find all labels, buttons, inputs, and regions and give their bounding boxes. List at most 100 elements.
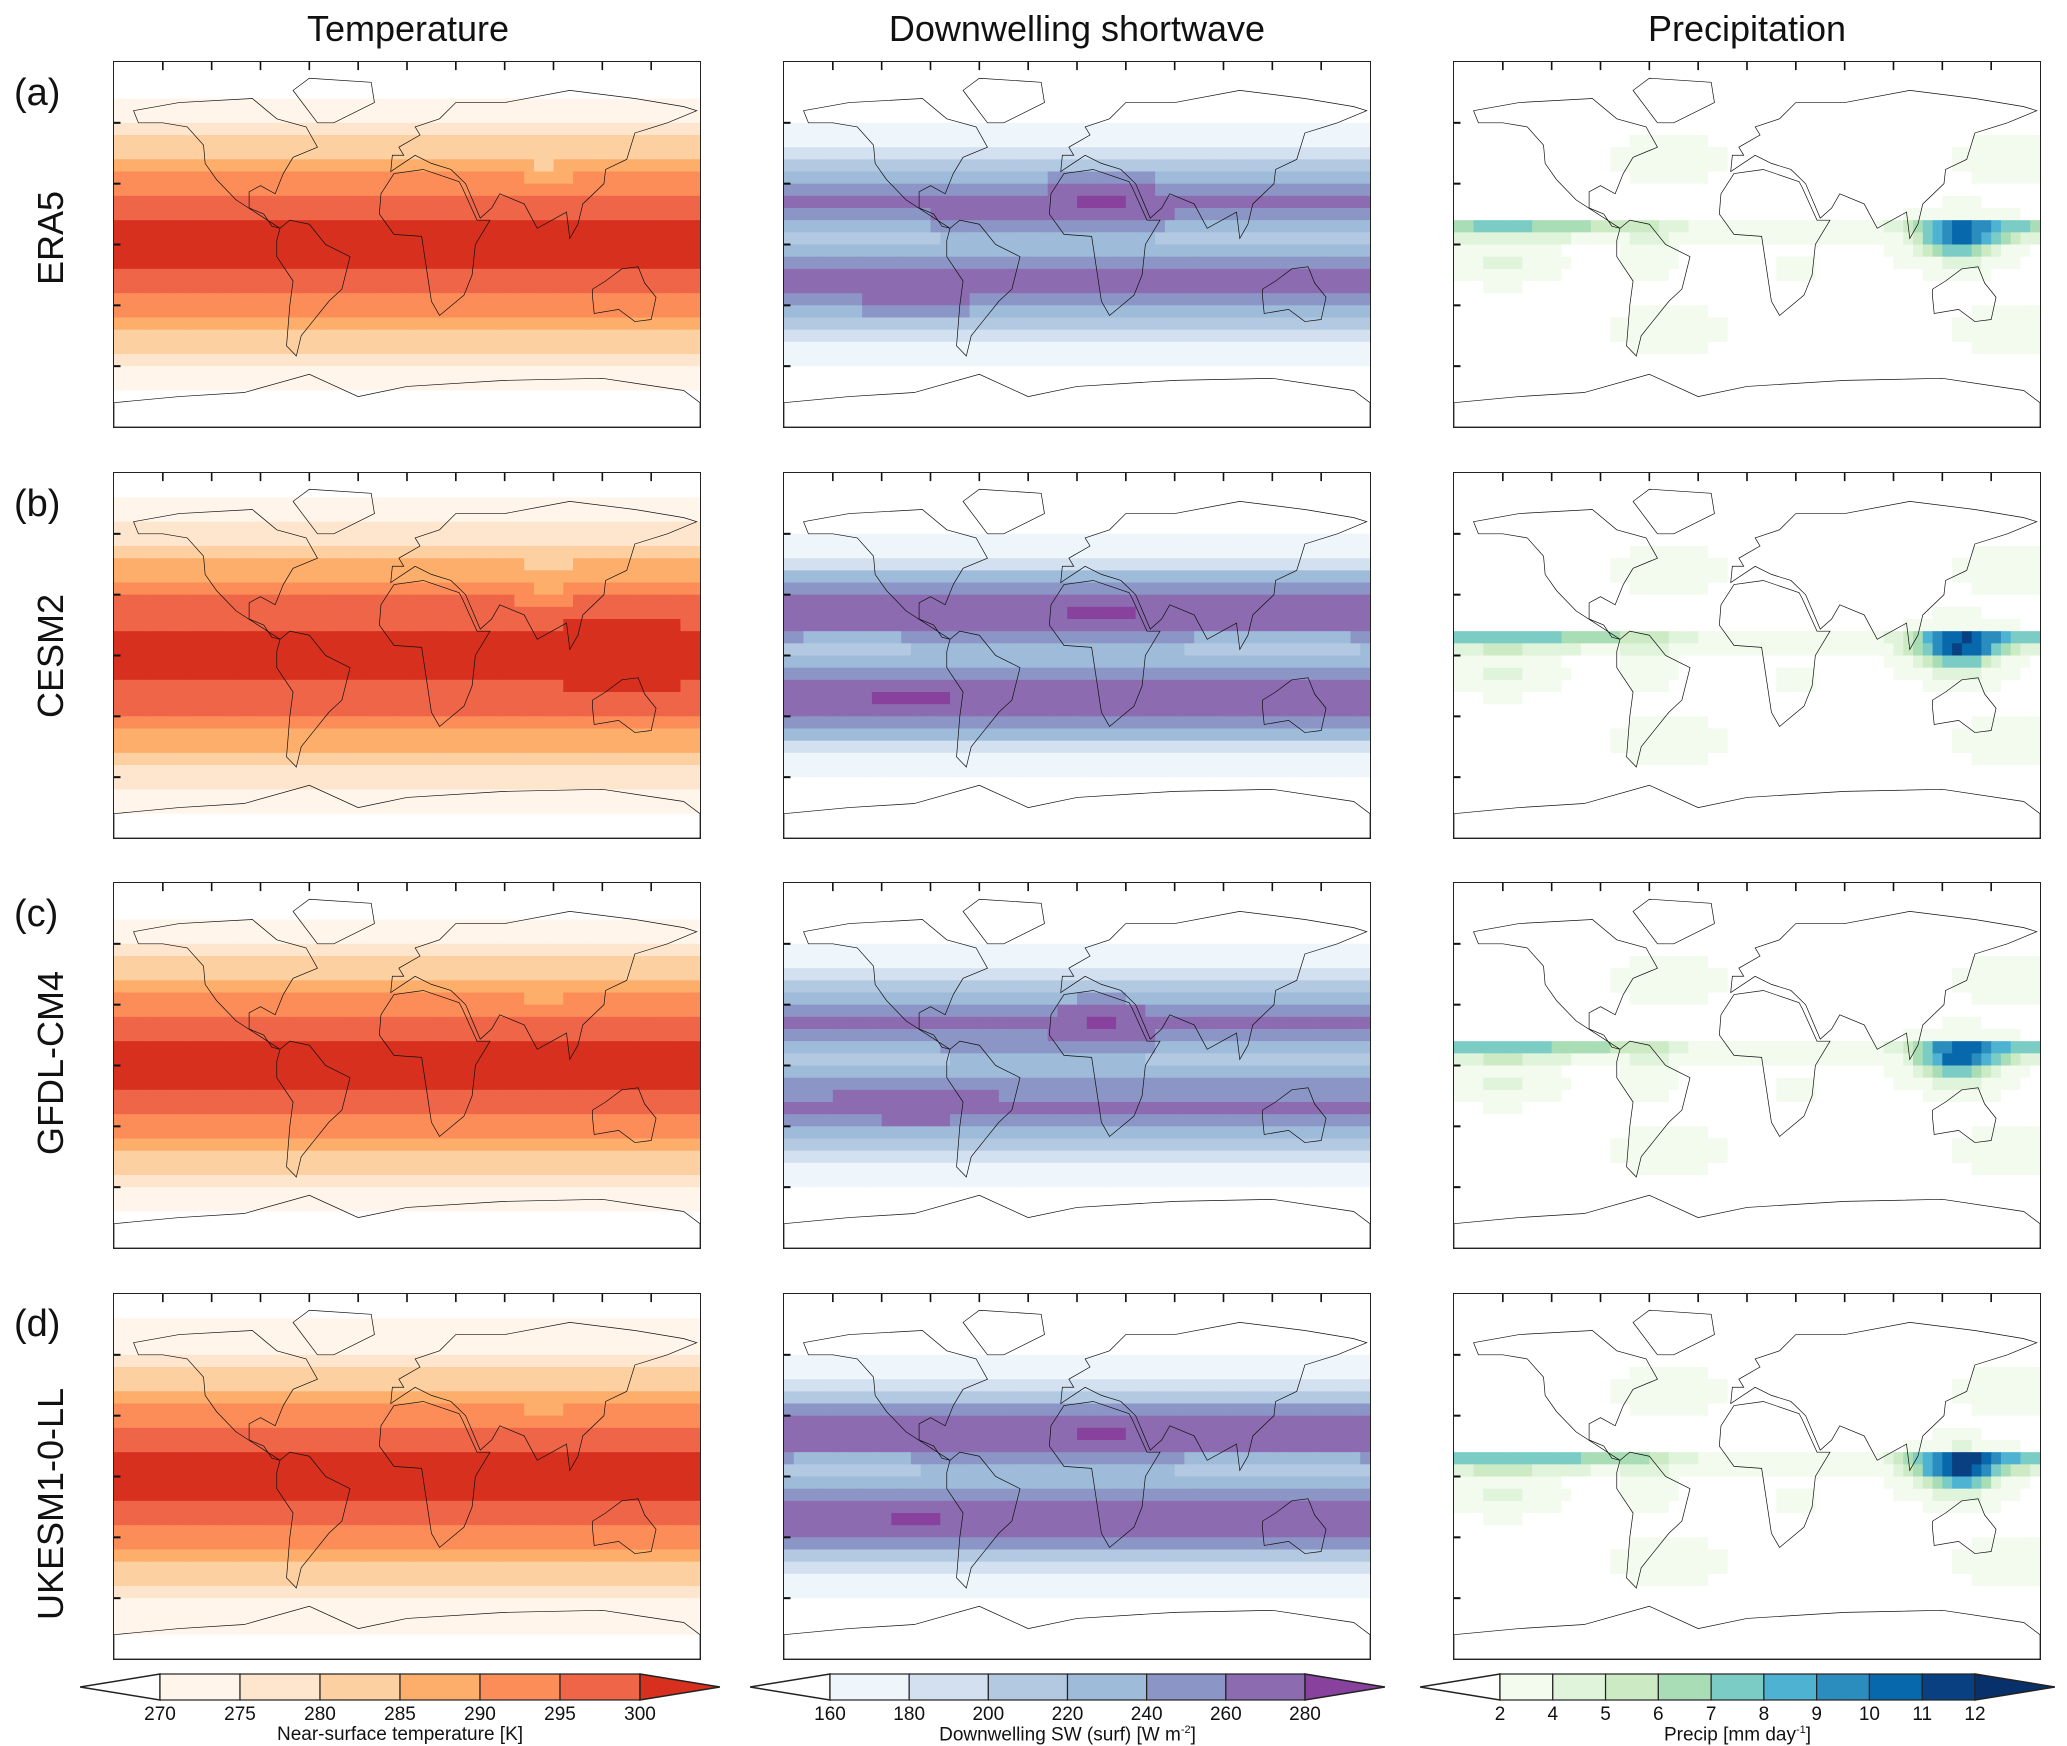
map-cell — [1883, 281, 1894, 294]
map-cell — [533, 268, 545, 282]
map-cell — [211, 135, 222, 148]
map-cell — [842, 414, 853, 427]
map-cell — [162, 232, 174, 246]
map-cell — [1252, 171, 1264, 185]
map-cell — [1350, 256, 1361, 270]
map-cell — [803, 135, 814, 148]
map-cell — [989, 232, 1000, 246]
map-cell — [1164, 390, 1176, 404]
map-cell — [1903, 195, 1914, 209]
map-cell — [602, 329, 613, 343]
map-cell — [289, 122, 301, 136]
map-cell — [1321, 232, 1332, 246]
map-cell — [1834, 110, 1846, 124]
map-cell — [1922, 98, 1934, 112]
map-cell — [1164, 354, 1176, 367]
map-cell — [1311, 220, 1322, 233]
map-cell — [1903, 208, 1914, 221]
map-cell — [231, 220, 242, 233]
map-cell — [485, 98, 496, 112]
map-cell — [1922, 232, 1934, 246]
map-cell — [959, 220, 971, 233]
map-cell — [182, 341, 193, 355]
map-cell — [260, 341, 271, 355]
map-cell — [582, 171, 594, 185]
map-cell — [1903, 122, 1914, 136]
map-cell — [1106, 414, 1117, 427]
map-cell — [660, 220, 672, 233]
map-cell — [309, 208, 320, 221]
map-cell — [348, 147, 359, 160]
map-cell — [1454, 329, 1465, 343]
map-cell — [793, 402, 805, 416]
map-cell — [1971, 317, 1982, 331]
map-cell — [1330, 220, 1342, 233]
map-cell — [1194, 244, 1205, 258]
map-cell — [959, 268, 971, 282]
map-cell — [1649, 305, 1660, 319]
map-cell — [582, 159, 594, 173]
map-cell — [240, 293, 252, 306]
map-cell — [1854, 98, 1865, 112]
map-cell — [162, 305, 174, 319]
map-cell — [1243, 378, 1254, 392]
map-cell — [1522, 281, 1533, 294]
map-cell — [784, 390, 795, 404]
map-cell — [1086, 414, 1098, 427]
map-cell — [153, 195, 164, 209]
map-cell — [426, 208, 437, 221]
map-cell — [1717, 293, 1728, 306]
map-cell — [1961, 195, 1973, 209]
map-cell — [1125, 329, 1137, 343]
map-cell — [1037, 354, 1049, 367]
map-cell — [998, 122, 1010, 136]
map-cell — [621, 195, 633, 209]
map-cell — [1106, 135, 1117, 148]
map-cell — [1952, 110, 1963, 124]
map-cell — [852, 414, 863, 427]
map-cell — [969, 329, 980, 343]
map-cell — [1991, 159, 2002, 173]
map-cell — [1213, 329, 1224, 343]
map-cell — [1037, 171, 1049, 185]
map-cell — [377, 414, 388, 427]
map-cell — [1106, 305, 1117, 319]
map-cell — [910, 232, 922, 246]
map-cell — [1698, 135, 1709, 148]
map-cell — [1330, 195, 1342, 209]
map-cell — [1203, 390, 1215, 404]
map-cell — [881, 244, 892, 258]
map-cell — [407, 62, 418, 75]
map-cell — [1864, 86, 1875, 100]
map-cell — [524, 317, 535, 331]
map-cell — [1512, 147, 1523, 160]
map-cell — [319, 402, 330, 416]
map-cell — [162, 171, 174, 185]
map-cell — [813, 74, 824, 87]
map-cell — [1952, 159, 1963, 173]
map-cell — [387, 110, 398, 124]
map-cell — [1913, 256, 1924, 270]
map-cell — [1223, 341, 1234, 355]
map-cell — [1057, 317, 1068, 331]
map-cell — [1649, 208, 1660, 221]
map-cell — [1164, 110, 1176, 124]
map-cell — [397, 305, 408, 319]
map-cell — [407, 378, 418, 392]
map-cell — [1825, 281, 1836, 294]
map-cell — [1688, 122, 1699, 136]
map-cell — [612, 354, 623, 367]
map-cell — [1330, 74, 1342, 87]
map-cell — [891, 317, 902, 331]
map-cell — [358, 402, 369, 416]
map-cell — [1707, 135, 1719, 148]
map-cell — [543, 122, 554, 136]
map-cell — [1008, 366, 1019, 379]
map-cell — [793, 62, 805, 75]
map-cell — [377, 244, 388, 258]
map-cell — [1164, 402, 1176, 416]
map-cell — [979, 317, 990, 331]
map-cell — [1678, 220, 1689, 233]
map-cell — [1194, 293, 1205, 306]
map-cell — [1321, 317, 1332, 331]
